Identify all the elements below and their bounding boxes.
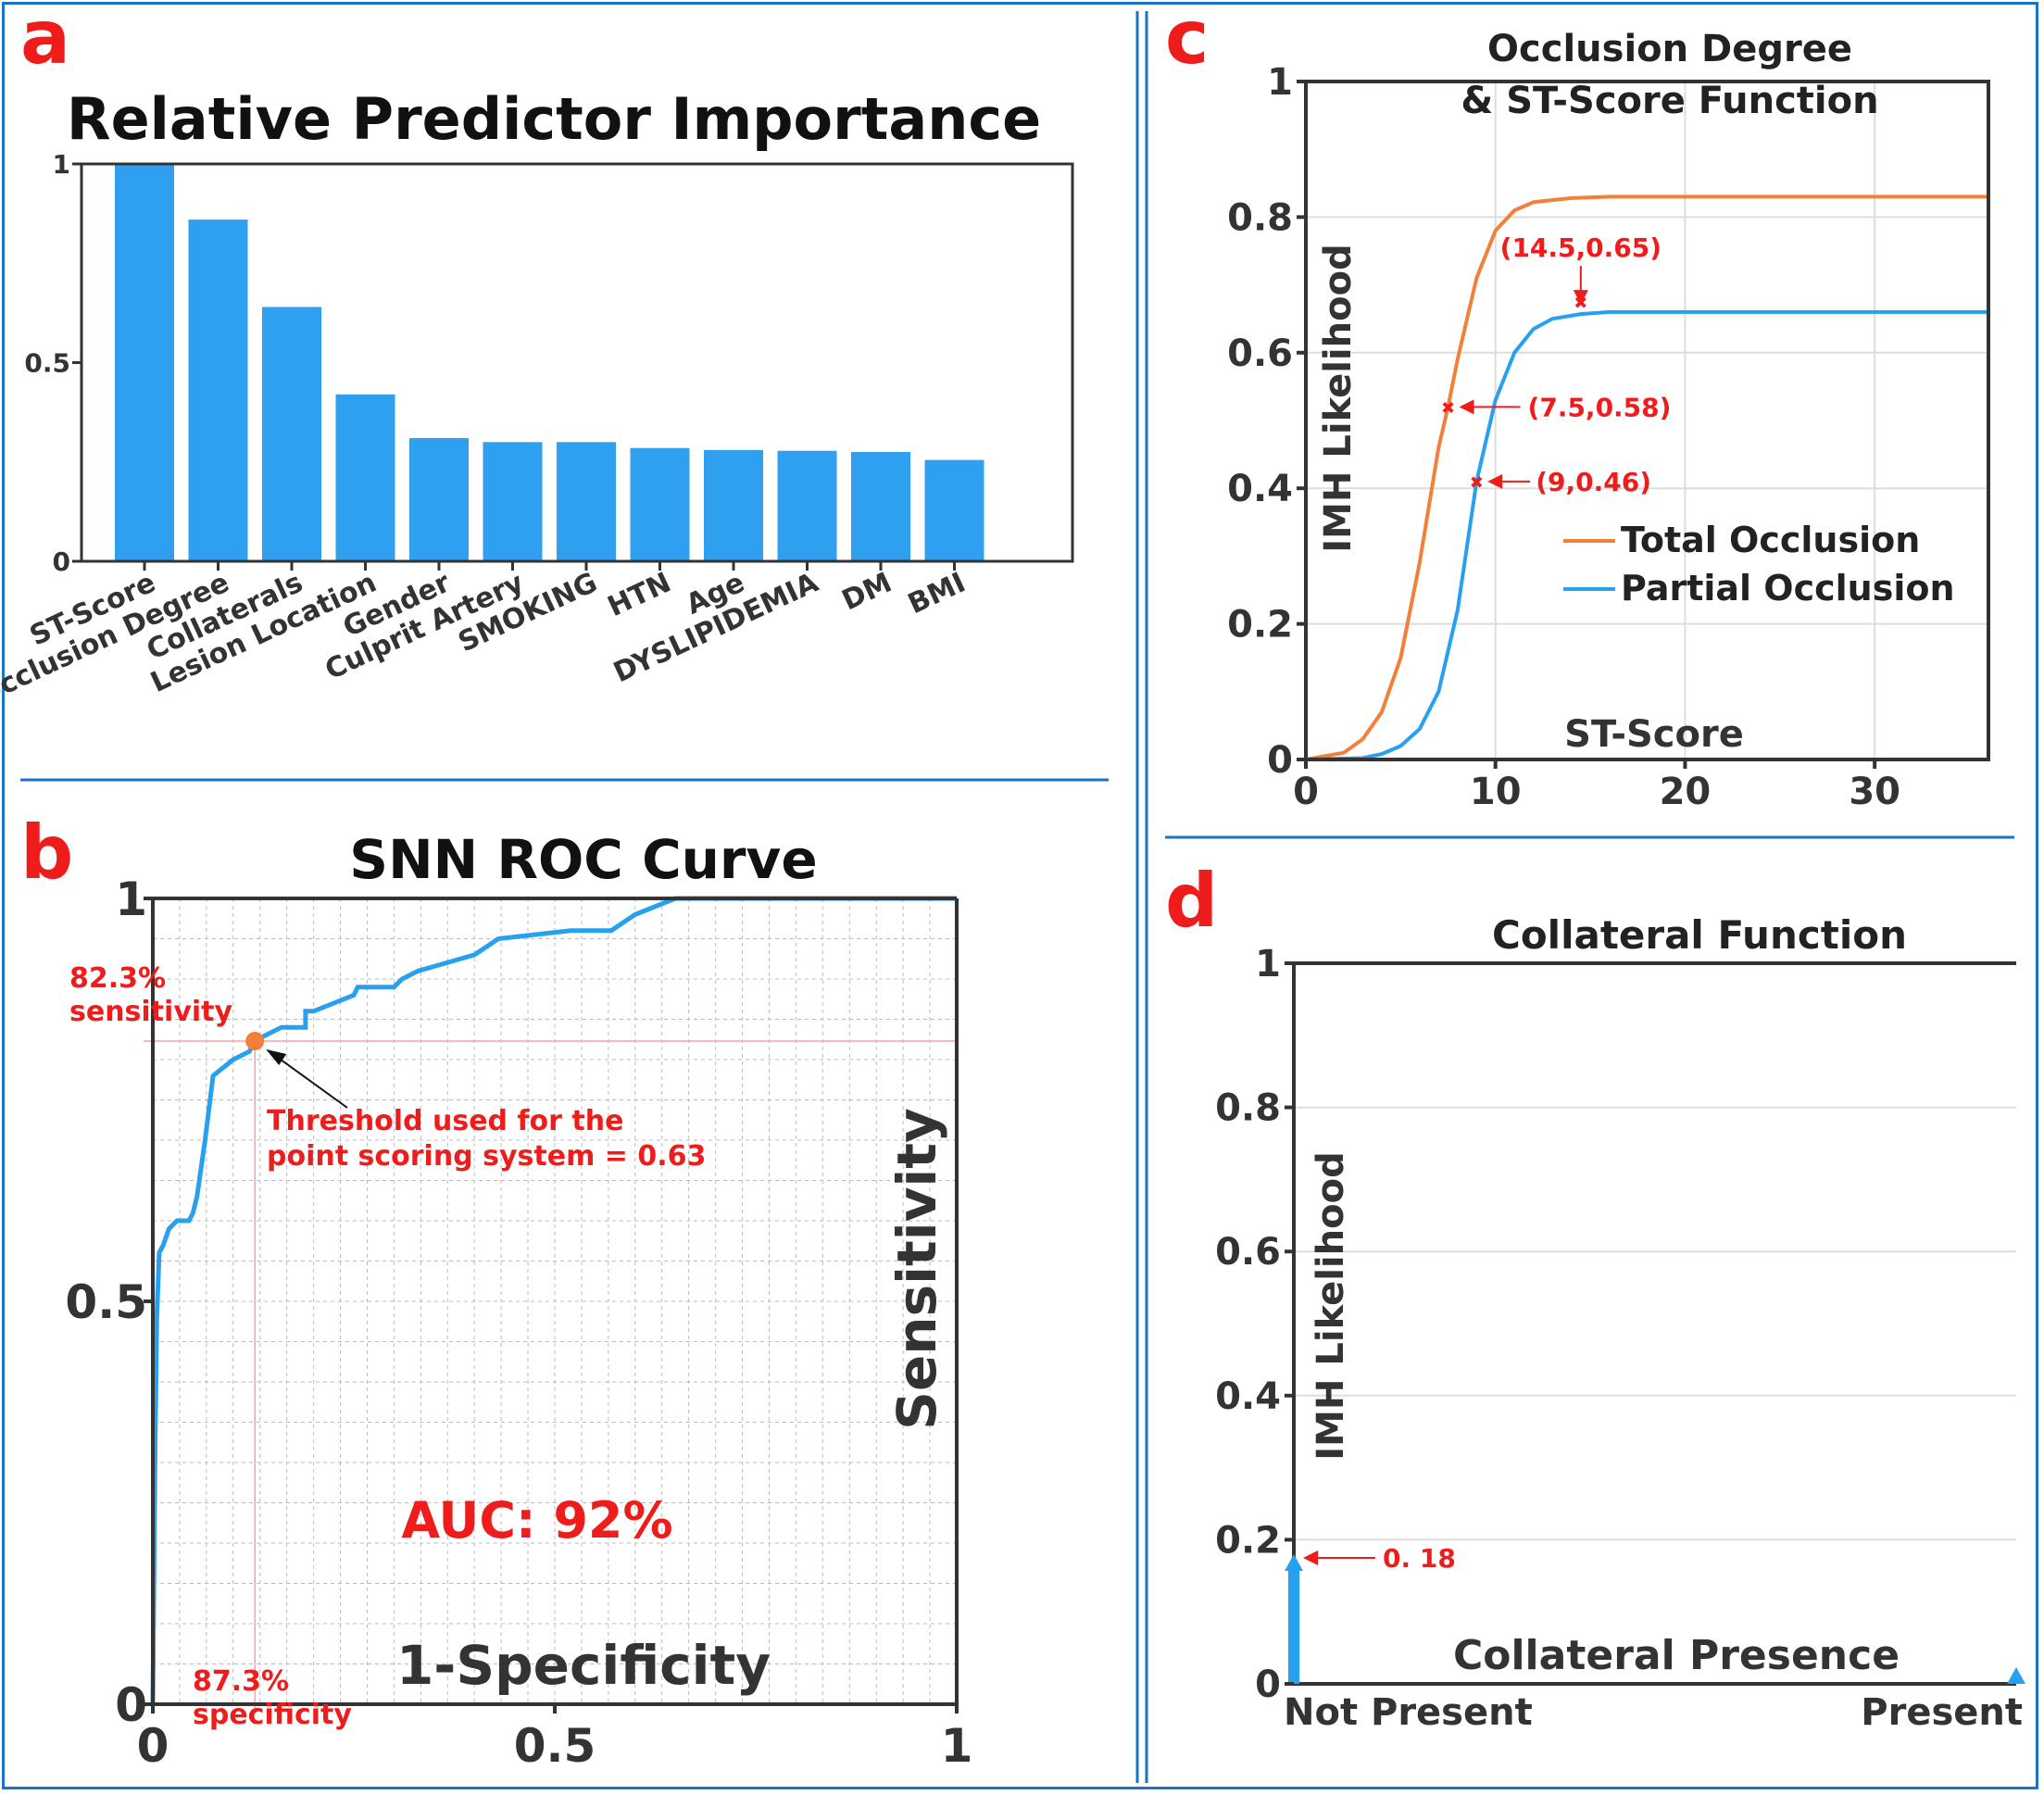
y-tick-label: 0.5	[65, 1275, 147, 1329]
value-annotation: 0. 18	[1383, 1543, 1456, 1574]
bar	[335, 394, 395, 561]
point-marker: ✖	[1470, 473, 1484, 493]
x-tick-label: HTN	[603, 567, 676, 624]
x-tick-label: 10	[1470, 771, 1522, 813]
y-tick-label: 0	[1267, 739, 1293, 782]
chart-title: Relative Predictor Importance	[67, 85, 1041, 153]
point-arrow-head	[1487, 473, 1503, 489]
bar-arrow-head	[2007, 1667, 2025, 1684]
x-axis-label: 1-Specificity	[396, 1634, 771, 1697]
bar	[483, 442, 543, 561]
roc-curve-line	[150, 896, 957, 1705]
panel-letter-b: b	[20, 810, 73, 896]
panel-letter-d: d	[1165, 858, 1218, 944]
bar	[704, 449, 763, 561]
point-label: (9,0.46)	[1536, 467, 1651, 497]
chart-c-occlusion-function: Occlusion Degree & ST-Score Function 0 0.2 0…	[1227, 28, 1990, 813]
chart-title: Collateral Function	[1492, 912, 1907, 958]
y-tick-label: 0.4	[1215, 1375, 1281, 1418]
x-tick-label: 0	[137, 1719, 169, 1773]
bar	[851, 452, 910, 561]
y-tick-label: 1	[1267, 61, 1293, 104]
y-tick-label: 0	[53, 546, 70, 577]
bar-stem	[1288, 1566, 1299, 1684]
specificity-annotation: 87.3% specificity	[193, 1665, 352, 1731]
panel-letter-a: a	[20, 0, 70, 81]
y-tick-label: 0.8	[1215, 1087, 1281, 1130]
legend-label: Partial Occlusion	[1621, 568, 1955, 609]
x-tick-label: BMI	[903, 567, 971, 621]
y-tick-label: 0	[1255, 1663, 1281, 1706]
bar	[630, 447, 690, 561]
bar-arrow-head	[1285, 1553, 1303, 1571]
x-tick-label: 0	[1293, 771, 1319, 813]
y-tick-label: 1	[115, 872, 147, 926]
y-tick-label: 0.2	[1215, 1519, 1281, 1562]
y-tick-label: 0	[115, 1678, 147, 1732]
y-tick-label: 1	[1255, 943, 1281, 985]
y-axis-label: Sensitivity	[885, 1108, 948, 1430]
point-arrow-head	[1573, 290, 1588, 306]
threshold-point	[245, 1031, 265, 1050]
x-axis-label: ST-Score	[1564, 713, 1744, 756]
threshold-annotation: Threshold used for the point scoring syst…	[267, 1105, 706, 1173]
chart-title: SNN ROC Curve	[349, 828, 817, 891]
y-axis-label: IMH Likelihood	[1317, 244, 1360, 552]
y-tick-label: 0.8	[1227, 196, 1293, 239]
bar	[557, 442, 616, 561]
series-line	[1305, 309, 1988, 761]
chart-d-collateral-function: Collateral Function 0 0.2 0.4 0.6 0.8 1 Not Pre…	[1215, 912, 2025, 1734]
x-tick-label: Present	[1861, 1691, 2023, 1734]
x-tick-label: 0.5	[514, 1719, 596, 1773]
chart-a-relative-predictor-importance: Relative Predictor Importance00.51ST-Sco…	[0, 85, 1074, 711]
bar	[409, 438, 469, 561]
chart-b-roc-curve: SNN ROC Curve 0 0.5 1 0 0.5 1 1-Specificity Sens…	[65, 828, 972, 1773]
point-marker: ✖	[1441, 398, 1455, 418]
point-label: (14.5,0.65)	[1500, 232, 1662, 263]
threshold-arrow-head	[266, 1048, 287, 1065]
plot-frame	[1304, 80, 1990, 761]
y-tick-label: 0.6	[1215, 1231, 1281, 1274]
y-tick-label: 0.2	[1227, 604, 1293, 646]
bar	[777, 450, 837, 561]
legend-label: Total Occlusion	[1621, 520, 1920, 560]
bar	[924, 459, 984, 561]
x-tick-label: DM	[837, 567, 897, 618]
x-tick-label: 20	[1660, 771, 1712, 813]
bar	[262, 307, 321, 561]
x-tick-label: 30	[1849, 771, 1900, 813]
y-tick-label: 0.4	[1227, 468, 1293, 510]
y-tick-label: 0.5	[24, 348, 70, 379]
panel-letter-c: c	[1165, 0, 1209, 81]
bar	[188, 220, 248, 561]
point-label: (7.5,0.58)	[1528, 392, 1672, 422]
x-axis-label: Collateral Presence	[1453, 1632, 1900, 1679]
x-tick-label: 1	[941, 1719, 973, 1773]
chart-title: Occlusion Degree & ST-Score Function	[1461, 28, 1878, 122]
y-axis-label: IMH Likelihood	[1310, 1151, 1352, 1460]
point-arrow-head	[1459, 399, 1474, 415]
series-line	[1305, 195, 1988, 761]
x-tick-label: Not Present	[1284, 1691, 1533, 1734]
annotation-arrow-head	[1303, 1550, 1318, 1565]
sensitivity-annotation: 82.3% sensitivity	[69, 962, 233, 1028]
bar	[115, 164, 174, 561]
y-tick-label: 0.6	[1227, 333, 1293, 375]
y-tick-label: 1	[53, 149, 70, 180]
auc-annotation: AUC: 92%	[401, 1491, 672, 1550]
